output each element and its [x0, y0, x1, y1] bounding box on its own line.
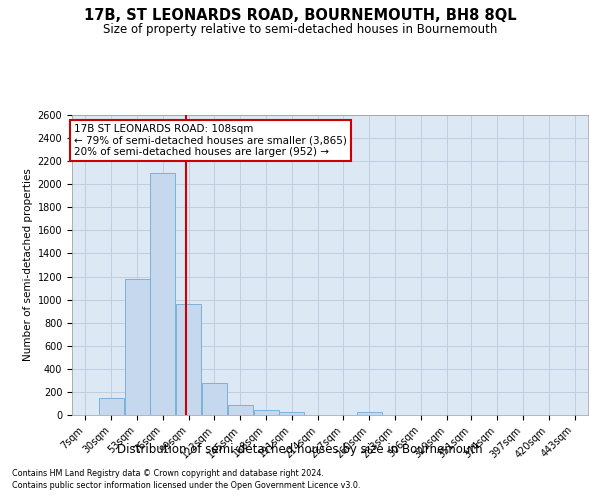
Bar	[125, 279, 149, 415]
Bar	[357, 412, 382, 415]
Text: Size of property relative to semi-detached houses in Bournemouth: Size of property relative to semi-detach…	[103, 22, 497, 36]
Bar	[280, 412, 304, 415]
Text: 17B, ST LEONARDS ROAD, BOURNEMOUTH, BH8 8QL: 17B, ST LEONARDS ROAD, BOURNEMOUTH, BH8 …	[83, 8, 517, 22]
Bar	[99, 398, 124, 415]
Bar	[176, 304, 201, 415]
Bar	[228, 404, 253, 415]
Text: Contains HM Land Registry data © Crown copyright and database right 2024.: Contains HM Land Registry data © Crown c…	[12, 468, 324, 477]
Bar	[254, 410, 278, 415]
Text: Contains public sector information licensed under the Open Government Licence v3: Contains public sector information licen…	[12, 481, 361, 490]
Text: 17B ST LEONARDS ROAD: 108sqm
← 79% of semi-detached houses are smaller (3,865)
2: 17B ST LEONARDS ROAD: 108sqm ← 79% of se…	[74, 124, 347, 157]
Bar	[151, 172, 175, 415]
Text: Distribution of semi-detached houses by size in Bournemouth: Distribution of semi-detached houses by …	[117, 442, 483, 456]
Y-axis label: Number of semi-detached properties: Number of semi-detached properties	[23, 168, 34, 362]
Bar	[202, 384, 227, 415]
